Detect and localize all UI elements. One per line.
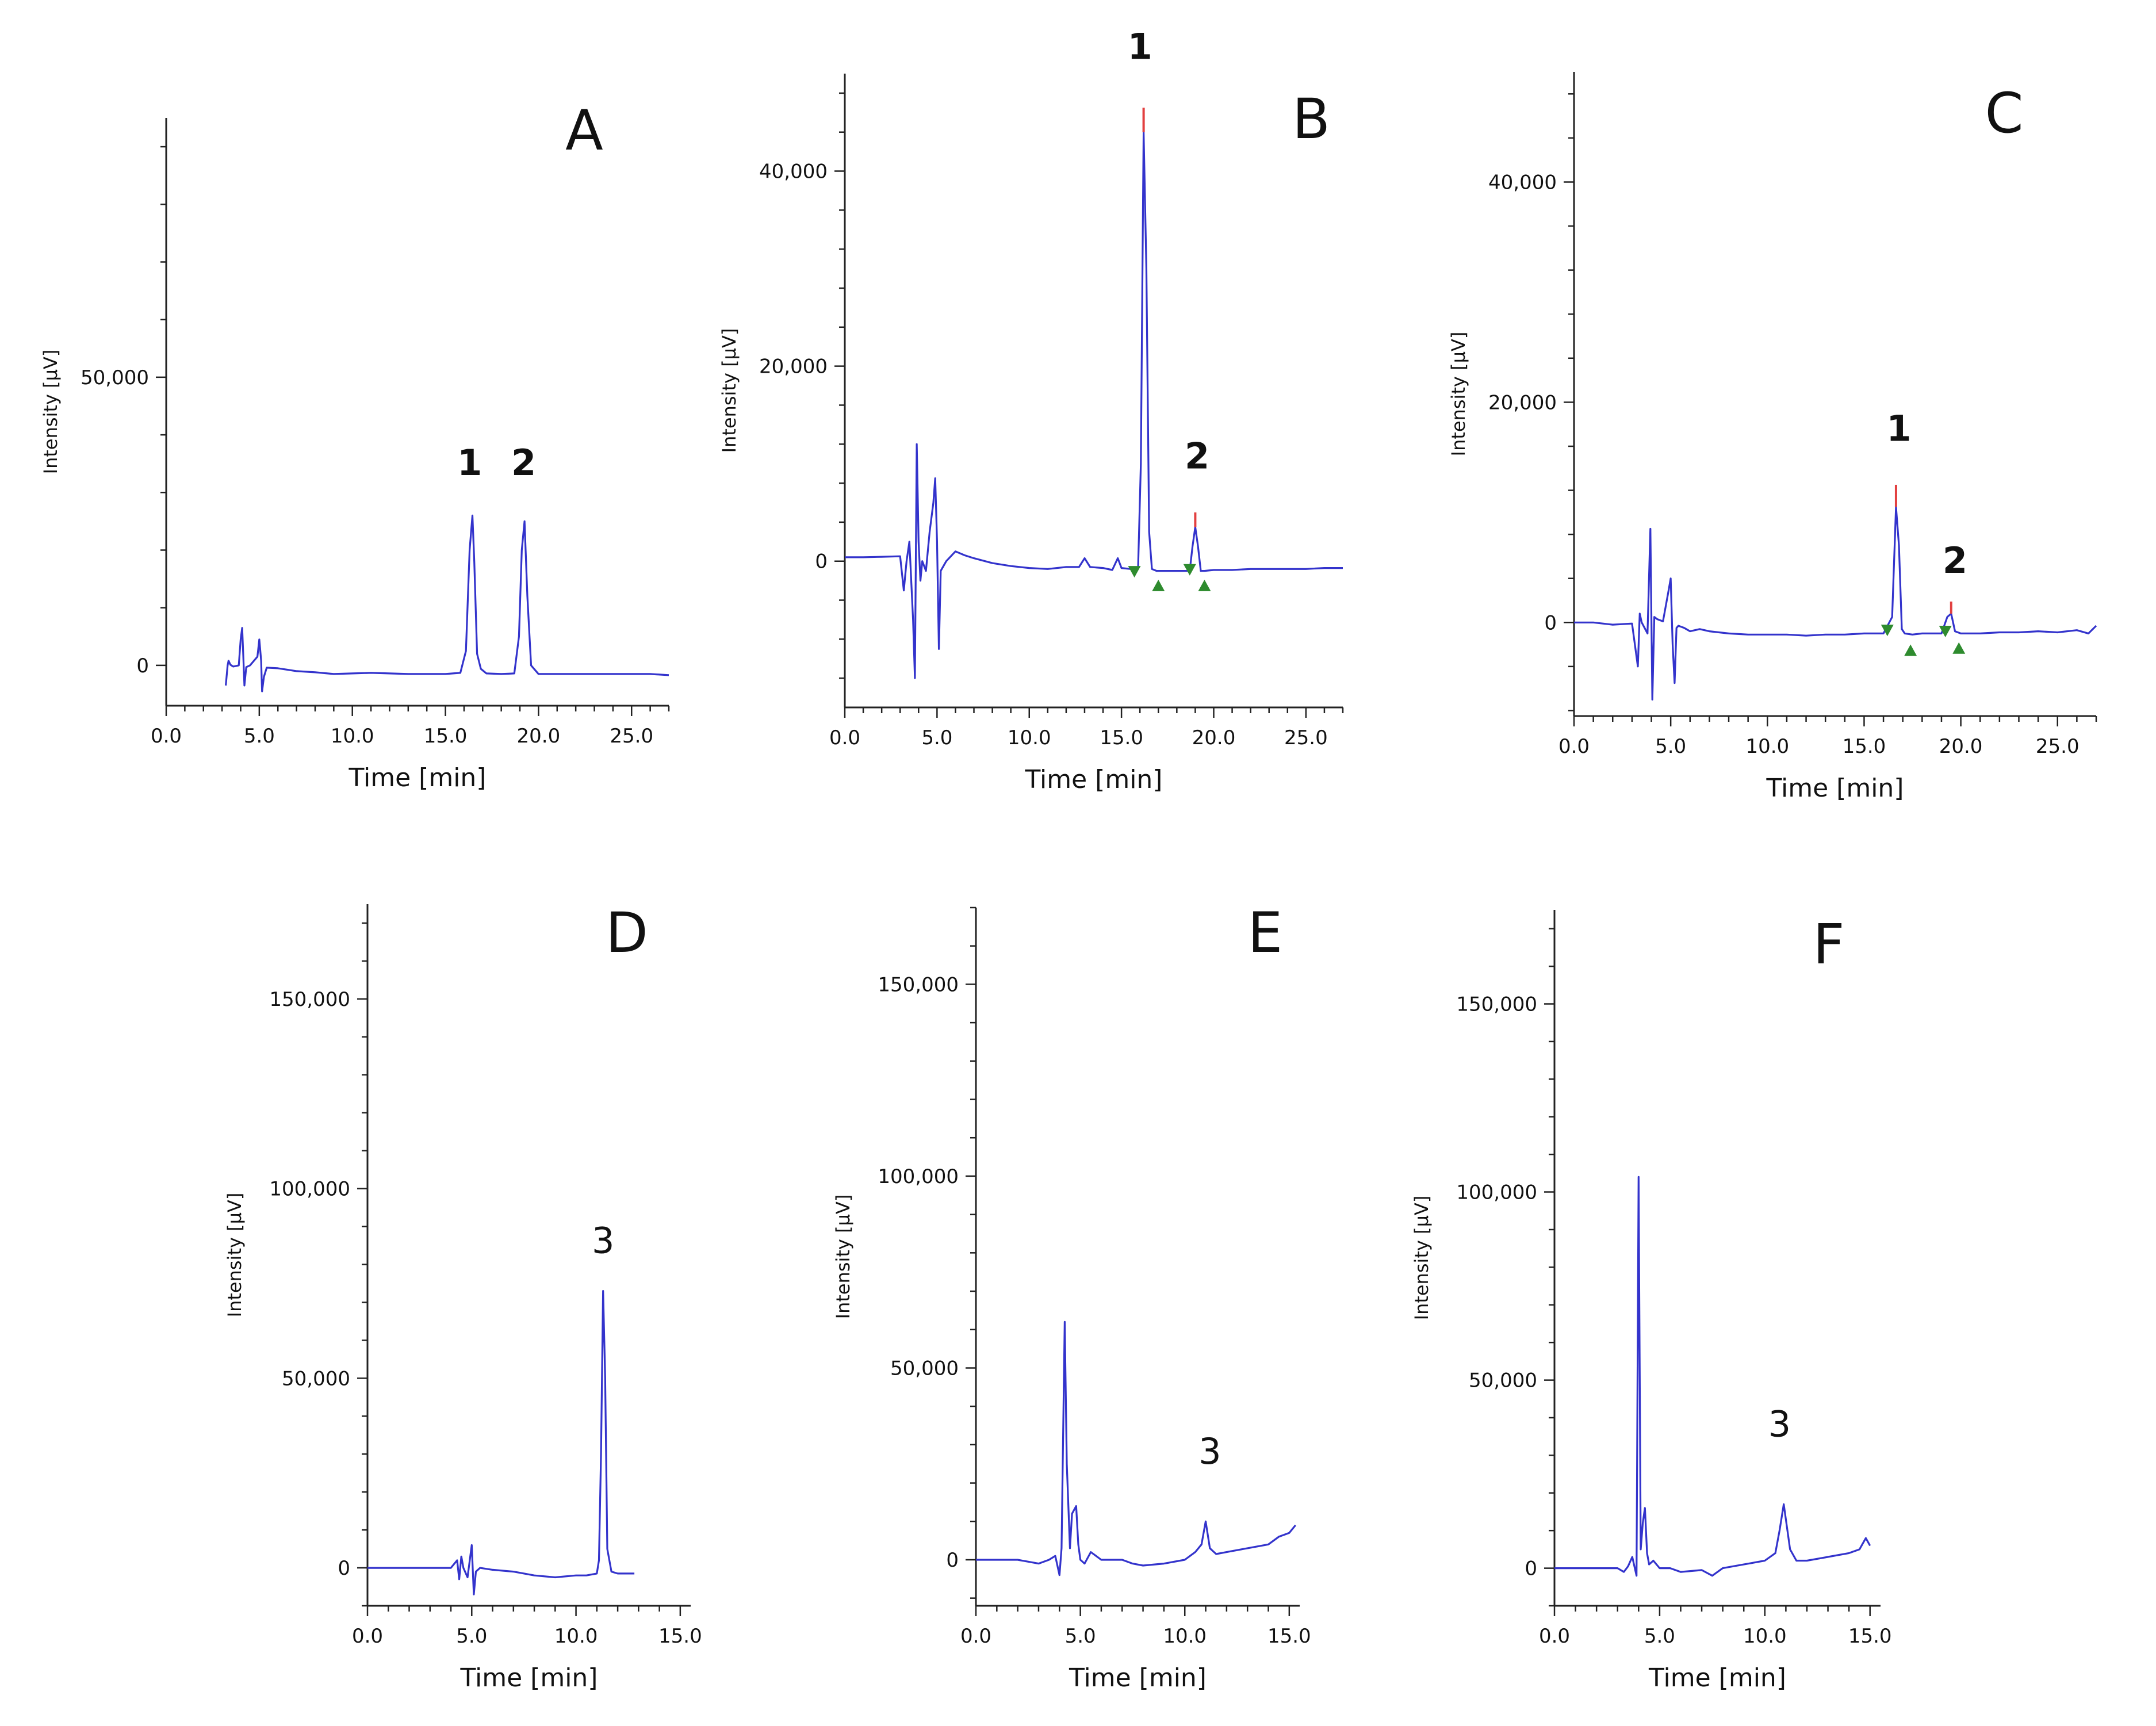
y-axis-title: Intensity [μV] (1411, 1196, 1433, 1321)
peak-label: 3 (1768, 1403, 1791, 1445)
y-tick-label: 50,000 (81, 366, 149, 389)
x-tick-label: 15.0 (1843, 735, 1886, 758)
x-axis-title: Time [min] (1766, 774, 1904, 803)
x-tick-label: 0.0 (960, 1625, 991, 1648)
integration-marker (1198, 579, 1211, 591)
x-tick-label: 20.0 (517, 725, 561, 748)
panel-letter: C (1985, 81, 2023, 146)
integration-marker (1939, 626, 1952, 638)
x-tick-label: 10.0 (1743, 1625, 1787, 1648)
y-tick-label: 50,000 (282, 1367, 350, 1390)
integration-marker (1128, 566, 1141, 578)
x-tick-label: 0.0 (352, 1625, 383, 1648)
peak-label: 2 (1185, 435, 1209, 477)
chart-panel-e: 0.0 5.0 10.0 15.0 0 50,000 100,000 150,000 Time … (832, 901, 1311, 1693)
x-axis-title: Time [min] (1025, 765, 1163, 794)
chart-panel-f: 0.0 5.0 10.0 15.0 0 50,000 100,000 150,000 Time … (1411, 910, 1892, 1693)
chart-panel-b: 0.0 5.0 10.0 15.0 20.0 25.0 0 20,000 40,000 Time … (718, 26, 1344, 794)
integration-marker (1952, 642, 1966, 654)
y-tick-label: 0 (815, 550, 828, 573)
integration-marker (1183, 564, 1196, 576)
chromatogram-trace (845, 131, 1343, 679)
x-tick-label: 15.0 (1100, 726, 1143, 749)
chart-panel-d: 0.0 5.0 10.0 15.0 0 50,000 100,000 150,000 Time … (224, 901, 702, 1693)
y-tick-label: 0 (1525, 1557, 1537, 1580)
x-tick-label: 20.0 (1939, 735, 1983, 758)
y-tick-label: 50,000 (890, 1357, 959, 1380)
y-tick-label: 40,000 (1488, 171, 1557, 194)
x-tick-label: 15.0 (1267, 1625, 1311, 1648)
x-tick-label: 10.0 (554, 1625, 598, 1648)
x-tick-label: 0.0 (829, 726, 860, 749)
y-tick-label: 20,000 (1488, 391, 1557, 414)
x-axis-title: Time [min] (460, 1663, 598, 1693)
y-tick-label: 50,000 (1469, 1369, 1537, 1392)
x-tick-label: 15.0 (658, 1625, 702, 1648)
y-tick-label: 0 (946, 1549, 959, 1572)
x-tick-label: 5.0 (1644, 1625, 1675, 1648)
x-tick-label: 25.0 (2036, 735, 2080, 758)
y-tick-label: 20,000 (759, 355, 828, 378)
chromatogram-trace (976, 1321, 1296, 1576)
x-tick-label: 5.0 (1655, 735, 1686, 758)
x-axis-title: Time [min] (349, 763, 487, 793)
peak-label: 1 (1886, 407, 1911, 449)
y-tick-label: 0 (1544, 611, 1557, 634)
integration-marker (1881, 625, 1894, 637)
peak-label: 2 (511, 442, 536, 484)
x-tick-label: 25.0 (1284, 726, 1328, 749)
y-tick-label: 0 (338, 1557, 350, 1580)
y-tick-label: 150,000 (1456, 993, 1537, 1016)
y-axis-title: Intensity [μV] (1447, 332, 1469, 457)
x-tick-label: 10.0 (1163, 1625, 1207, 1648)
chart-panel-a: 0.0 5.0 10.0 15.0 20.0 25.0 0 50,000 Time [min] I… (40, 98, 670, 793)
x-tick-label: 0.0 (1558, 735, 1590, 758)
x-tick-label: 15.0 (1848, 1625, 1892, 1648)
chromatogram-trace (1554, 1176, 1871, 1577)
x-tick-label: 15.0 (424, 725, 468, 748)
y-axis-title: Intensity [μV] (718, 328, 740, 453)
y-tick-label: 40,000 (759, 160, 828, 183)
chromatogram-trace (225, 514, 669, 692)
x-tick-label: 5.0 (244, 725, 275, 748)
x-tick-label: 25.0 (610, 725, 653, 748)
x-tick-label: 0.0 (151, 725, 182, 748)
chromatogram-trace (1574, 506, 2097, 701)
peak-label: 1 (457, 442, 482, 484)
y-axis-title: Intensity [μV] (832, 1195, 854, 1319)
integration-marker (1152, 579, 1165, 591)
y-tick-label: 0 (136, 655, 149, 678)
y-axis-title: Intensity [μV] (224, 1193, 246, 1318)
y-tick-label: 100,000 (269, 1178, 350, 1201)
panel-letter: A (565, 98, 603, 163)
peak-label: 1 (1128, 26, 1152, 68)
chromatogram-trace (367, 1290, 635, 1595)
panel-letter: E (1248, 901, 1283, 965)
x-tick-label: 20.0 (1192, 726, 1236, 749)
x-tick-label: 5.0 (1065, 1625, 1096, 1648)
x-tick-label: 10.0 (1008, 726, 1051, 749)
panel-letter: D (606, 901, 648, 965)
chart-panel-c: 0.0 5.0 10.0 15.0 20.0 25.0 0 20,000 40,000 Time … (1447, 72, 2097, 803)
peak-label: 2 (1943, 539, 1967, 581)
y-tick-label: 100,000 (878, 1165, 959, 1188)
peak-label: 3 (1198, 1430, 1221, 1472)
x-axis-title: Time [min] (1069, 1663, 1207, 1693)
x-tick-label: 10.0 (1745, 735, 1789, 758)
x-tick-label: 5.0 (921, 726, 952, 749)
x-tick-label: 0.0 (1539, 1625, 1570, 1648)
panel-letter: B (1292, 87, 1330, 151)
x-axis-title: Time [min] (1648, 1663, 1786, 1693)
integration-marker (1904, 644, 1917, 656)
panel-letter: F (1813, 912, 1844, 977)
peak-label: 3 (592, 1220, 614, 1262)
y-axis-title: Intensity [μV] (40, 350, 62, 474)
y-tick-label: 100,000 (1456, 1181, 1537, 1204)
y-tick-label: 150,000 (269, 988, 350, 1011)
y-tick-label: 150,000 (878, 973, 959, 996)
x-tick-label: 10.0 (331, 725, 374, 748)
x-tick-label: 5.0 (456, 1625, 487, 1648)
